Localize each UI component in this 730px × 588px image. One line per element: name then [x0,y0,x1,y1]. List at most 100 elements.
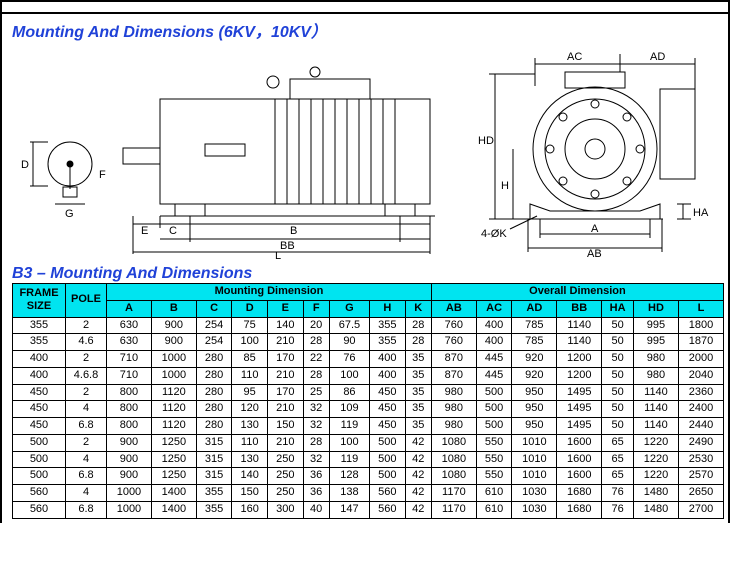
cell-value: 870 [431,367,476,384]
cell-value: 1495 [557,418,602,435]
cell-value: 50 [602,334,634,351]
cell-value: 1680 [557,501,602,518]
cell-value: 450 [370,418,406,435]
cell-value: 35 [405,367,431,384]
cell-value: 1000 [107,485,152,502]
cell-value: 119 [329,418,369,435]
cell-value: 76 [602,485,634,502]
cell-value: 67.5 [329,317,369,334]
cell-value: 210 [267,334,303,351]
cell-value: 140 [232,468,268,485]
cell-value: 1170 [431,485,476,502]
cell-value: 40 [303,501,329,518]
cell-value: 1200 [557,351,602,368]
cell-value: 630 [107,317,152,334]
cell-value: 140 [267,317,303,334]
cell-value: 100 [329,367,369,384]
cell-pole: 4 [66,401,107,418]
cell-value: 785 [512,317,557,334]
cell-value: 920 [512,351,557,368]
heading-2: B3 – Mounting And Dimensions [12,265,718,283]
th-mounting: Mounting Dimension [107,284,432,301]
lbl-K: 4-ØK [481,228,507,240]
col-AB: AB [431,300,476,317]
cell-value: 42 [405,434,431,451]
cell-pole: 6.8 [66,418,107,435]
cell-value: 1680 [557,485,602,502]
lbl-G: G [65,208,74,220]
cell-value: 980 [634,367,679,384]
cell-value: 250 [267,451,303,468]
lbl-AB: AB [587,248,602,259]
table-row: 5002900125031511021028100500421080550101… [13,434,724,451]
cell-value: 100 [232,334,268,351]
cell-frame: 450 [13,418,66,435]
cell-value: 210 [267,434,303,451]
cell-value: 1250 [151,451,196,468]
cell-value: 20 [303,317,329,334]
cell-value: 355 [370,334,406,351]
th-frame: FRAME SIZE [13,284,66,318]
cell-frame: 560 [13,501,66,518]
cell-frame: 560 [13,485,66,502]
cell-value: 870 [431,351,476,368]
cell-value: 1120 [151,401,196,418]
cell-value: 2490 [678,434,723,451]
cell-value: 1220 [634,434,679,451]
cell-value: 550 [476,468,512,485]
cell-value: 500 [476,384,512,401]
table-row: 4502800112028095170258645035980500950149… [13,384,724,401]
lbl-BB: BB [280,240,295,252]
cell-frame: 450 [13,401,66,418]
cell-value: 90 [329,334,369,351]
cell-value: 2400 [678,401,723,418]
cell-value: 50 [602,384,634,401]
cell-value: 760 [431,334,476,351]
table-body: 3552630900254751402067.53552876040078511… [13,317,724,518]
cell-value: 119 [329,451,369,468]
lbl-H: H [501,180,509,192]
cell-value: 28 [303,334,329,351]
cell-value: 1400 [151,501,196,518]
cell-value: 2440 [678,418,723,435]
cell-value: 35 [405,351,431,368]
cell-value: 160 [232,501,268,518]
cell-value: 280 [196,367,232,384]
cell-value: 1000 [151,351,196,368]
col-D: D [232,300,268,317]
col-B: B [151,300,196,317]
cell-value: 1120 [151,384,196,401]
cell-value: 1400 [151,485,196,502]
cell-value: 210 [267,401,303,418]
cell-value: 900 [107,434,152,451]
cell-value: 22 [303,351,329,368]
table-head: FRAME SIZE POLE Mounting Dimension Overa… [13,284,724,318]
table-section: B3 – Mounting And Dimensions FRAME SIZE … [2,265,728,523]
cell-value: 32 [303,401,329,418]
cell-value: 300 [267,501,303,518]
table-row: 5006.89001250315140250361285004210805501… [13,468,724,485]
cell-value: 710 [107,351,152,368]
cell-pole: 4.6 [66,334,107,351]
cell-value: 610 [476,501,512,518]
cell-value: 86 [329,384,369,401]
table-row: 3552630900254751402067.53552876040078511… [13,317,724,334]
lbl-HA: HA [693,207,709,219]
cell-value: 920 [512,367,557,384]
cell-value: 150 [232,485,268,502]
table-row: 4504800112028012021032109450359805009501… [13,401,724,418]
cell-value: 1030 [512,485,557,502]
cell-value: 980 [431,418,476,435]
cell-value: 250 [267,485,303,502]
table-row: 5604100014003551502503613856042117061010… [13,485,724,502]
cell-value: 500 [476,418,512,435]
cell-value: 1495 [557,384,602,401]
cell-value: 100 [329,434,369,451]
col-HA: HA [602,300,634,317]
cell-value: 900 [107,468,152,485]
cell-value: 128 [329,468,369,485]
th-overall: Overall Dimension [431,284,723,301]
table-row: 4506.88001120280130150321194503598050095… [13,418,724,435]
dimensions-table: FRAME SIZE POLE Mounting Dimension Overa… [12,283,724,519]
cell-value: 1000 [151,367,196,384]
